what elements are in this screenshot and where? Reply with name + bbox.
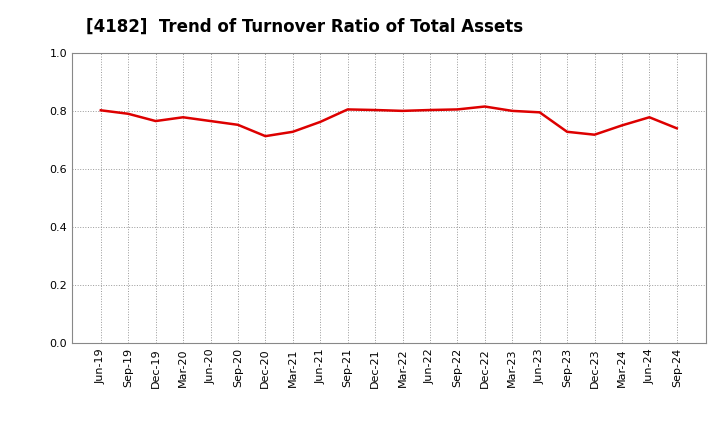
- Text: [4182]  Trend of Turnover Ratio of Total Assets: [4182] Trend of Turnover Ratio of Total …: [86, 18, 523, 36]
